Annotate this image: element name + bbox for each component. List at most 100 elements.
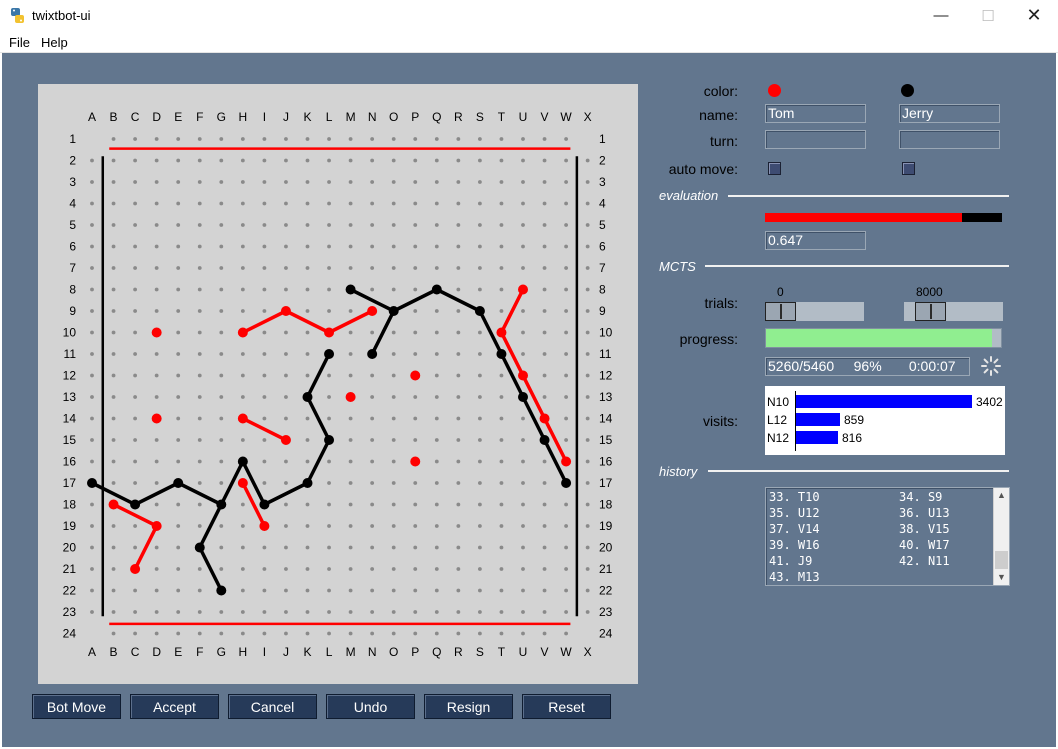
board-hole — [90, 588, 94, 593]
board-hole — [90, 223, 94, 227]
board-hole — [197, 416, 202, 421]
board-hole — [305, 266, 310, 270]
board-hole — [305, 287, 310, 292]
board-hole — [521, 223, 525, 227]
board-hole — [456, 459, 461, 464]
board-hole — [219, 244, 224, 249]
history-scrollbar[interactable]: ▲ ▼ — [993, 488, 1009, 585]
board-hole — [499, 309, 504, 313]
trials-min-slider-thumb[interactable] — [765, 302, 796, 321]
menu-file[interactable]: File — [9, 35, 30, 50]
column-label-top: K — [303, 110, 311, 124]
board-hole — [542, 524, 547, 528]
board-hole — [564, 180, 568, 184]
board-hole — [413, 395, 418, 399]
bot-move-button[interactable]: Bot Move — [32, 694, 121, 719]
board-hole — [90, 438, 94, 442]
board-hole — [521, 567, 525, 571]
column-label-top: R — [454, 110, 463, 124]
board-hole — [456, 180, 461, 184]
board-hole — [564, 330, 568, 335]
board-hole — [176, 524, 181, 528]
history-scrollbar-thumb[interactable] — [995, 551, 1008, 569]
board-hole — [133, 481, 137, 485]
board-hole — [176, 180, 181, 184]
column-label-top: I — [263, 110, 266, 124]
board-hole — [327, 481, 331, 485]
board-hole — [348, 438, 353, 442]
board-canvas[interactable]: AABBCCDDEEFFGGHHIIJJKKLLMMNNOOPPQQRRSSTT… — [38, 84, 638, 684]
board-hole — [240, 352, 245, 356]
board-hole — [327, 223, 331, 227]
player2-name-field[interactable]: Jerry — [899, 104, 1000, 123]
board-hole — [478, 330, 482, 335]
row-label-left: 5 — [69, 218, 76, 232]
minimize-button[interactable]: — — [918, 0, 964, 31]
board-hole — [197, 631, 202, 636]
progress-bar-fill — [766, 329, 992, 347]
player1-automove-checkbox[interactable] — [768, 162, 781, 175]
board-hole — [90, 459, 94, 464]
board-hole — [262, 180, 267, 184]
board-hole — [521, 158, 525, 163]
board-hole — [542, 588, 547, 593]
board-hole — [176, 567, 181, 571]
board-hole — [456, 201, 461, 206]
board-hole — [564, 266, 568, 270]
board-hole — [585, 524, 590, 528]
board-hole — [154, 610, 159, 614]
board-hole — [542, 545, 547, 550]
reset-button[interactable]: Reset — [522, 694, 611, 719]
board-hole — [370, 524, 375, 528]
board-hole — [564, 352, 568, 356]
board-hole — [542, 502, 547, 507]
board-hole — [434, 631, 439, 636]
column-label-bottom: J — [283, 645, 289, 659]
board-hole — [585, 223, 590, 227]
board-hole — [133, 352, 137, 356]
maximize-button[interactable]: ☐ — [965, 0, 1011, 31]
trials-max-slider-thumb[interactable] — [915, 302, 946, 321]
board-hole — [327, 180, 331, 184]
board-hole — [262, 223, 267, 227]
board-hole — [542, 201, 547, 206]
board-hole — [90, 266, 94, 270]
resign-button[interactable]: Resign — [424, 694, 513, 719]
row-label-right: 21 — [599, 562, 613, 576]
row-label-left: 16 — [63, 455, 77, 469]
accept-button[interactable]: Accept — [130, 694, 219, 719]
undo-button[interactable]: Undo — [326, 694, 415, 719]
cancel-button[interactable]: Cancel — [228, 694, 317, 719]
board-hole — [564, 137, 568, 141]
row-label-right: 16 — [599, 455, 613, 469]
board-hole — [499, 502, 504, 507]
board-hole — [111, 287, 116, 292]
player2-turn-field — [899, 130, 1000, 149]
board-hole — [370, 137, 375, 141]
red-link — [284, 309, 331, 335]
board-hole — [305, 244, 310, 249]
maximize-icon: ☐ — [981, 7, 995, 25]
menu-help[interactable]: Help — [41, 35, 68, 50]
board-hole — [499, 438, 504, 442]
board-hole — [413, 287, 418, 292]
board-hole — [262, 459, 267, 464]
board-hole — [154, 352, 159, 356]
board-hole — [219, 610, 224, 614]
board-hole — [284, 158, 288, 163]
row-label-left: 10 — [63, 326, 77, 340]
evaluation-bar — [765, 213, 1002, 222]
history-list[interactable]: 33. T10 34. S9 35. U12 36. U13 37. V14 3… — [765, 487, 1010, 586]
board-hole — [564, 438, 568, 442]
player2-automove-checkbox[interactable] — [902, 162, 915, 175]
row-label-left: 3 — [69, 175, 76, 189]
scroll-up-icon[interactable]: ▲ — [997, 490, 1006, 500]
player1-name-field[interactable]: Tom — [765, 104, 866, 123]
scroll-down-icon[interactable]: ▼ — [997, 572, 1006, 582]
board-hole — [262, 567, 267, 571]
board-hole — [305, 567, 310, 571]
close-button[interactable]: ✕ — [1011, 0, 1057, 31]
board-hole — [197, 481, 202, 485]
menu-bar: File Help — [0, 31, 1058, 53]
